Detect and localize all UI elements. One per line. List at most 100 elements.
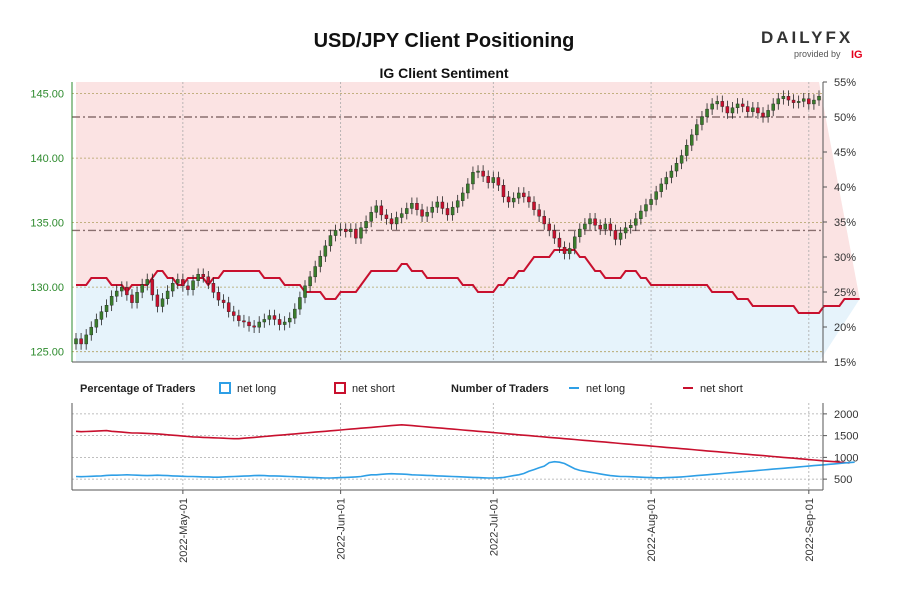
candle-body bbox=[583, 223, 587, 230]
candle-body bbox=[476, 170, 480, 173]
net-long-traders-line bbox=[75, 460, 855, 479]
candle-body bbox=[817, 95, 821, 101]
traders-tick-label: 500 bbox=[834, 474, 852, 486]
sentiment-tick-label: 30% bbox=[834, 252, 856, 264]
candle-body bbox=[786, 95, 791, 101]
candle-body bbox=[700, 116, 704, 125]
x-axis: 2022-May-01 2022-Jun-01 2022-Jul-01 2022-Au… bbox=[178, 490, 816, 563]
candle-body bbox=[649, 199, 653, 205]
candle-body bbox=[415, 203, 419, 210]
candle-body bbox=[369, 212, 373, 222]
candle-body bbox=[471, 172, 475, 185]
candle-body bbox=[720, 101, 725, 107]
sentiment-tick-label: 20% bbox=[834, 322, 856, 334]
candle-body bbox=[527, 196, 531, 203]
candle-body bbox=[247, 321, 251, 327]
candle-body bbox=[532, 201, 536, 210]
candle-body bbox=[389, 218, 394, 225]
candle-body bbox=[176, 279, 180, 284]
candle-body bbox=[364, 221, 368, 229]
candle-body bbox=[664, 177, 669, 185]
candle-body bbox=[186, 285, 190, 290]
candle-body bbox=[445, 208, 450, 216]
candle-body bbox=[593, 218, 597, 226]
candle-body bbox=[384, 214, 389, 219]
main-panel: 125.00 130.00 135.00 140.00 145.00 15% 20% 25% 3… bbox=[30, 77, 860, 369]
candle-body bbox=[145, 279, 149, 285]
candle-body bbox=[435, 201, 440, 208]
candle-body bbox=[242, 320, 246, 323]
brand-name: DAILYFX bbox=[761, 28, 853, 47]
brand-provider: IG bbox=[851, 49, 863, 61]
candle-body bbox=[216, 292, 221, 301]
candle-body bbox=[303, 285, 307, 298]
candle-body bbox=[710, 103, 714, 110]
candle-body bbox=[567, 248, 572, 254]
legend: Percentage of Traders net long net short… bbox=[80, 382, 743, 395]
candle-body bbox=[125, 286, 129, 296]
candle-body bbox=[191, 280, 195, 290]
candle-body bbox=[506, 196, 511, 203]
candle-body bbox=[181, 279, 185, 287]
candle-body bbox=[746, 106, 750, 112]
candle-body bbox=[679, 155, 684, 164]
candle-body bbox=[252, 325, 256, 328]
candle-body bbox=[89, 326, 93, 336]
candle-body bbox=[634, 218, 638, 226]
candle-body bbox=[695, 124, 699, 136]
candle-body bbox=[486, 175, 490, 183]
candle-body bbox=[608, 223, 613, 231]
candle-body bbox=[690, 134, 694, 146]
candle-body bbox=[84, 334, 88, 345]
candle-body bbox=[552, 230, 557, 239]
traders-tick-label: 1500 bbox=[834, 431, 858, 443]
candle-body bbox=[267, 315, 272, 320]
candle-body bbox=[730, 107, 735, 114]
net-short-traders-line bbox=[75, 423, 850, 464]
traders-tick-label: 2000 bbox=[834, 409, 858, 421]
candle-body bbox=[466, 183, 470, 194]
candle-body bbox=[374, 205, 378, 213]
candle-body bbox=[282, 321, 287, 325]
sentiment-tick-label: 35% bbox=[834, 217, 856, 229]
candle-body bbox=[802, 98, 806, 102]
legend-pct-short-swatch bbox=[334, 382, 346, 394]
candle-body bbox=[639, 210, 643, 219]
candle-body bbox=[715, 101, 719, 105]
legend-num-short: net short bbox=[700, 383, 743, 395]
candle-body bbox=[109, 295, 114, 306]
candle-body bbox=[807, 98, 811, 105]
candle-body bbox=[496, 177, 501, 186]
candle-body bbox=[379, 205, 384, 216]
candle-body bbox=[150, 279, 155, 296]
candle-body bbox=[511, 197, 516, 203]
candle-body bbox=[761, 112, 765, 118]
candle-body bbox=[206, 276, 211, 284]
candle-body bbox=[669, 170, 674, 178]
candle-body bbox=[557, 237, 562, 248]
candle-body bbox=[338, 228, 343, 231]
candle-body bbox=[104, 305, 109, 312]
price-tick-label: 135.00 bbox=[30, 218, 64, 230]
candle-body bbox=[450, 206, 455, 216]
candle-body bbox=[735, 103, 740, 109]
candle-body bbox=[654, 191, 658, 200]
candle-body bbox=[791, 99, 796, 103]
candle-body bbox=[349, 228, 353, 232]
x-tick-label: 2022-Jun-01 bbox=[336, 498, 348, 560]
candle-body bbox=[644, 204, 648, 212]
candle-body bbox=[751, 107, 755, 112]
candle-body bbox=[618, 232, 623, 240]
candle-body bbox=[170, 283, 175, 292]
candle-body bbox=[522, 192, 526, 198]
candle-body bbox=[588, 218, 592, 225]
candle-body bbox=[74, 338, 78, 345]
candle-body bbox=[796, 101, 801, 103]
candle-body bbox=[232, 311, 236, 316]
candle-body bbox=[160, 298, 165, 307]
candle-body bbox=[776, 98, 781, 105]
chart-title: USD/JPY Client Positioning bbox=[314, 30, 575, 52]
candle-body bbox=[623, 227, 628, 234]
candle-body bbox=[359, 227, 363, 239]
brand-provided-by: provided by bbox=[794, 49, 841, 59]
